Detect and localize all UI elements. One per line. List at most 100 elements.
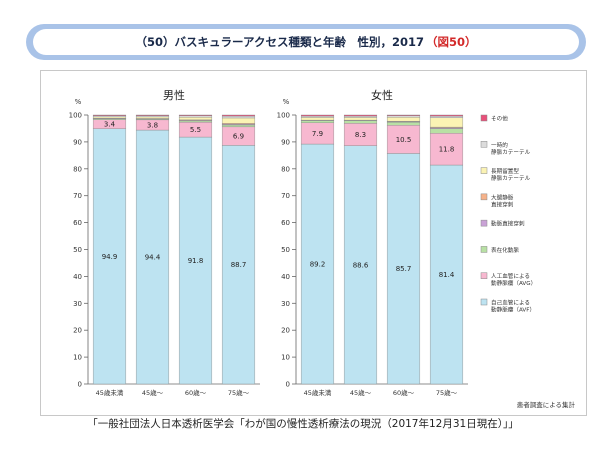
bar-segment-avf bbox=[429, 164, 464, 385]
footnote: 患者調査による集計 bbox=[517, 400, 576, 409]
x-tick-label: 75歳〜 bbox=[228, 388, 250, 397]
data-label: 88.7 bbox=[231, 261, 247, 269]
y-unit-label: % bbox=[283, 98, 290, 106]
y-tick-label: 0 bbox=[78, 381, 82, 389]
legend-label-transposition: 表在化動脈 bbox=[491, 246, 519, 254]
data-label: 91.8 bbox=[188, 257, 204, 265]
bar-segment-avf bbox=[178, 136, 213, 385]
bar-segment-temp_catheter bbox=[221, 115, 256, 119]
chart-title: （50）バスキュラーアクセス種類と年齢 性別，2017 bbox=[135, 35, 424, 49]
y-tick-label: 10 bbox=[73, 354, 82, 362]
bar-segment-transposition bbox=[300, 120, 335, 124]
bar-segment-avf bbox=[386, 153, 421, 385]
figure-reference: （図50） bbox=[425, 35, 477, 49]
legend-swatch-avf bbox=[480, 298, 488, 306]
bar-segment-temp_catheter bbox=[178, 115, 213, 118]
data-label: 88.6 bbox=[353, 261, 369, 269]
bar-segment-other bbox=[178, 114, 213, 117]
y-unit-label: % bbox=[75, 98, 82, 106]
bar-segment-avg bbox=[429, 133, 464, 166]
x-tick-label: 75歳〜 bbox=[436, 388, 458, 397]
x-tick-label: 45歳〜 bbox=[350, 388, 372, 397]
data-label: 11.8 bbox=[439, 146, 455, 154]
bar-segment-transposition bbox=[386, 122, 421, 126]
bar-segment-avf bbox=[135, 129, 170, 385]
source-note: 「一般社団法人日本透析医学会「わが国の慢性透析療法の現況（2017年12月31日… bbox=[87, 418, 519, 430]
bar-segment-long_catheter bbox=[221, 117, 256, 124]
legend-swatch-long_catheter bbox=[480, 167, 488, 174]
bar-segment-temp_catheter bbox=[343, 115, 378, 118]
data-label: 94.9 bbox=[102, 253, 118, 261]
bar-segment-long_catheter bbox=[135, 116, 170, 119]
legend-label-avf: 自己血管による動静脈瘻（AVF） bbox=[491, 299, 535, 314]
x-tick-label: 45歳未満 bbox=[96, 388, 124, 397]
legend-label-direct_puncture: 動脈直接穿刺 bbox=[491, 220, 525, 228]
y-tick-label: 60 bbox=[73, 219, 82, 227]
y-tick-label: 100 bbox=[69, 112, 82, 120]
data-label: 3.4 bbox=[104, 121, 116, 129]
data-label: 6.9 bbox=[233, 133, 244, 141]
y-tick-label: 80 bbox=[73, 165, 82, 173]
bar-segment-avg bbox=[386, 125, 421, 154]
legend-label-long_catheter: 長期留置型静脈カテーテル bbox=[491, 167, 531, 182]
y-tick-label: 30 bbox=[73, 300, 82, 308]
bar-segment-temp_catheter bbox=[300, 115, 335, 118]
y-tick-label: 40 bbox=[73, 273, 82, 281]
data-label: 10.5 bbox=[396, 136, 412, 144]
legend-swatch-transposition bbox=[480, 246, 488, 253]
y-tick-label: 80 bbox=[281, 165, 290, 173]
y-tick-label: 20 bbox=[73, 327, 82, 335]
y-tick-label: 0 bbox=[286, 381, 290, 389]
title-inner: （50）バスキュラーアクセス種類と年齢 性別，2017 （図50） bbox=[33, 29, 579, 55]
legend-label-superficial_artery: 大腿静脈直接穿刺 bbox=[491, 193, 514, 208]
bar-segment-temp_catheter bbox=[429, 115, 464, 118]
y-tick-label: 50 bbox=[281, 246, 290, 254]
bar-segment-long_catheter bbox=[386, 116, 421, 122]
data-label: 85.7 bbox=[396, 265, 412, 273]
data-label: 3.8 bbox=[147, 121, 158, 129]
data-label: 81.4 bbox=[439, 271, 455, 279]
x-tick-label: 45歳未満 bbox=[304, 388, 332, 397]
y-tick-label: 10 bbox=[281, 354, 290, 362]
bar-segment-long_catheter bbox=[343, 117, 378, 121]
bar-segment-avf bbox=[300, 143, 335, 385]
legend-label-other: その他 bbox=[491, 115, 508, 123]
legend-swatch-direct_puncture bbox=[480, 219, 488, 227]
bar-segment-other bbox=[221, 114, 256, 117]
legend-swatch-other bbox=[480, 114, 488, 122]
bar-segment-avf bbox=[343, 145, 378, 385]
x-tick-label: 45歳〜 bbox=[142, 388, 164, 397]
y-tick-label: 30 bbox=[281, 300, 290, 308]
legend-swatch-superficial_artery bbox=[480, 193, 488, 201]
y-tick-label: 40 bbox=[281, 273, 290, 281]
panel-title: 女性 bbox=[371, 88, 393, 102]
data-label: 8.3 bbox=[355, 131, 366, 139]
bar-segment-transposition bbox=[343, 120, 378, 124]
title-banner: （50）バスキュラーアクセス種類と年齢 性別，2017 （図50） bbox=[26, 24, 586, 60]
bar-segment-long_catheter bbox=[300, 117, 335, 121]
legend-label-avg: 人工血管による動静脈瘻（AVG） bbox=[491, 272, 536, 287]
bar-segment-other bbox=[92, 114, 127, 117]
bar-segment-long_catheter bbox=[92, 116, 127, 119]
bar-segment-temp_catheter bbox=[386, 115, 421, 118]
bar-segment-transposition bbox=[429, 128, 464, 134]
chart-svg: 男性%010203040506070809010094.93.445歳未満94.… bbox=[69, 88, 576, 409]
bar-segment-other bbox=[343, 114, 378, 117]
y-tick-label: 90 bbox=[73, 138, 82, 146]
bar-segment-other bbox=[135, 114, 170, 117]
bar-segment-transposition bbox=[221, 124, 256, 128]
data-label: 5.5 bbox=[190, 126, 201, 134]
legend-label-temp_catheter: 一時的静脈カテーテル bbox=[491, 141, 531, 156]
chart-frame: 男性% 0 10 20 30 40 50 60 70 80 90 100 94.9 3.4 45歳未満 94.… bbox=[40, 70, 587, 416]
data-label: 7.9 bbox=[312, 130, 323, 138]
bar-segment-other bbox=[300, 114, 335, 117]
bar-segment-long_catheter bbox=[178, 116, 213, 121]
legend-swatch-temp_catheter bbox=[480, 141, 488, 148]
bar-segment-long_catheter bbox=[429, 117, 464, 128]
data-label: 89.2 bbox=[310, 261, 326, 269]
bar-segment-avf bbox=[92, 128, 127, 385]
bar-segment-other bbox=[386, 114, 421, 117]
y-tick-label: 70 bbox=[281, 192, 290, 200]
data-label: 94.4 bbox=[145, 254, 161, 262]
x-tick-label: 60歳〜 bbox=[393, 388, 415, 397]
